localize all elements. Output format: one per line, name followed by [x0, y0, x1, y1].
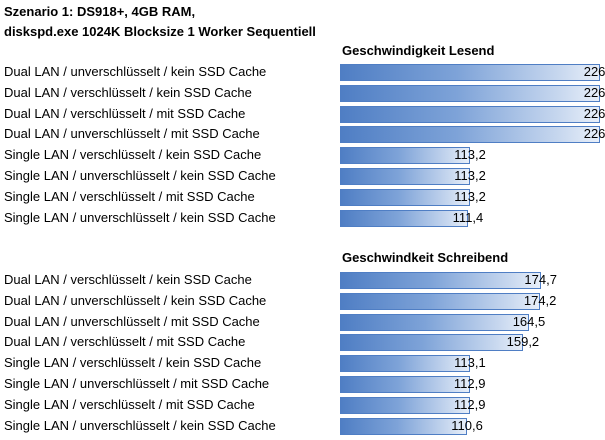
chart-row: Dual LAN / verschlüsselt / kein SSD Cach…	[0, 83, 605, 103]
chart-row: Dual LAN / verschlüsselt / mit SSD Cache…	[0, 104, 605, 124]
data-bar	[340, 168, 471, 185]
data-bar	[340, 126, 600, 144]
category-label: Single LAN / unverschlüsselt / kein SSD …	[4, 417, 276, 433]
data-bar	[340, 396, 470, 414]
data-bar	[340, 355, 470, 373]
data-bar	[340, 84, 600, 102]
category-label: Single LAN / verschlüsselt / kein SSD Ca…	[4, 147, 262, 163]
data-label: 113,2	[454, 147, 486, 163]
chart-row: Single LAN / verschlüsselt / kein SSD Ca…	[0, 145, 605, 165]
chart-row: Single LAN / unverschlüsselt / mit SSD C…	[0, 374, 605, 394]
data-label: 113,1	[454, 355, 486, 371]
category-label: Single LAN / unverschlüsselt / mit SSD C…	[4, 376, 270, 391]
scenario-subtitle: diskspd.exe 1024K Blocksize 1 Worker Seq…	[4, 24, 316, 39]
category-label: Dual LAN / verschlüsselt / mit SSD Cache	[4, 105, 246, 121]
chart-row: Dual LAN / verschlüsselt / mit SSD Cache…	[0, 332, 605, 352]
data-bar	[340, 334, 523, 352]
chart-row: Single LAN / unverschlüsselt / kein SSD …	[0, 416, 605, 436]
data-bar	[340, 147, 471, 165]
category-label: Single LAN / verschlüsselt / mit SSD Cac…	[4, 396, 255, 412]
write-speed-chart: Geschwindkeit Schreibend Dual LAN / vers…	[0, 250, 605, 440]
chart-row: Dual LAN / unverschlüsselt / kein SSD Ca…	[0, 291, 605, 311]
data-label: 164,5	[512, 313, 546, 329]
chart-row: Dual LAN / unverschlüsselt / kein SSD Ca…	[0, 62, 605, 82]
data-bar	[340, 188, 471, 206]
data-bar	[340, 272, 541, 289]
data-bar	[340, 105, 600, 123]
write-chart-title: Geschwindkeit Schreibend	[342, 250, 509, 265]
data-label: 226,3	[583, 105, 605, 121]
data-label: 113,2	[454, 188, 486, 204]
chart-row: Single LAN / verschlüsselt / mit SSD Cac…	[0, 187, 605, 207]
chart-row: Dual LAN / unverschlüsselt / mit SSD Cac…	[0, 124, 605, 144]
category-label: Single LAN / unverschlüsselt / kein SSD …	[4, 168, 276, 183]
category-label: Dual LAN / verschlüsselt / kein SSD Cach…	[4, 84, 252, 100]
category-label: Single LAN / verschlüsselt / mit SSD Cac…	[4, 188, 255, 204]
data-label: 159,2	[506, 334, 540, 350]
chart-row: Single LAN / unverschlüsselt / kein SSD …	[0, 208, 605, 228]
category-label: Dual LAN / unverschlüsselt / kein SSD Ca…	[4, 292, 267, 308]
scenario-title: Szenario 1: DS918+, 4GB RAM,	[4, 4, 196, 19]
data-label: 226,3	[583, 64, 605, 79]
data-label: 111,4	[452, 209, 484, 225]
data-bar	[340, 417, 468, 435]
chart-row: Single LAN / verschlüsselt / kein SSD Ca…	[0, 353, 605, 373]
chart-row: Single LAN / unverschlüsselt / kein SSD …	[0, 166, 605, 186]
data-bar	[340, 292, 541, 310]
data-bar	[340, 376, 470, 393]
data-label: 226,3	[583, 126, 605, 142]
data-label: 174,7	[524, 272, 557, 287]
data-bar	[340, 209, 468, 227]
category-label: Dual LAN / unverschlüsselt / mit SSD Cac…	[4, 313, 260, 329]
chart-row: Dual LAN / unverschlüsselt / mit SSD Cac…	[0, 312, 605, 332]
data-label: 226,3	[583, 84, 605, 100]
category-label: Single LAN / unverschlüsselt / kein SSD …	[4, 209, 276, 225]
category-label: Single LAN / verschlüsselt / kein SSD Ca…	[4, 355, 262, 371]
category-label: Dual LAN / unverschlüsselt / kein SSD Ca…	[4, 64, 267, 79]
data-bar	[340, 64, 600, 81]
data-label: 112,9	[453, 376, 486, 391]
read-chart-title: Geschwindigkeit Lesend	[342, 43, 495, 58]
data-label: 174,2	[523, 292, 557, 308]
category-label: Dual LAN / verschlüsselt / mit SSD Cache	[4, 334, 246, 350]
chart-row: Dual LAN / verschlüsselt / kein SSD Cach…	[0, 270, 605, 290]
data-label: 112,9	[453, 396, 486, 412]
category-label: Dual LAN / verschlüsselt / kein SSD Cach…	[4, 272, 252, 287]
chart-row: Single LAN / verschlüsselt / mit SSD Cac…	[0, 395, 605, 415]
category-label: Dual LAN / unverschlüsselt / mit SSD Cac…	[4, 126, 260, 142]
read-speed-chart: Geschwindigkeit Lesend Dual LAN / unvers…	[0, 42, 605, 232]
data-bar	[340, 313, 529, 331]
data-label: 113,2	[454, 168, 486, 183]
data-label: 110,6	[451, 417, 483, 433]
